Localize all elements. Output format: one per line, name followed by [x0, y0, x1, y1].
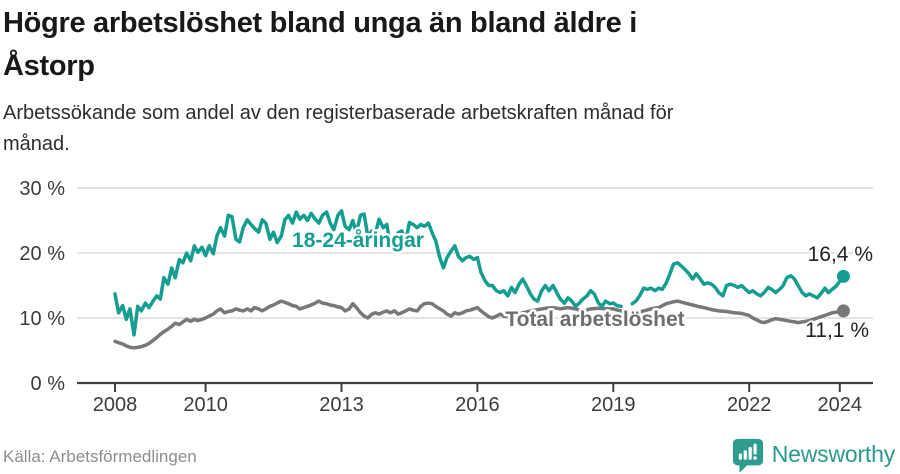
y-tick-label: 10 %: [19, 308, 65, 330]
youth-series-label: 18-24-åringar: [292, 229, 424, 252]
youth-end-value: 16,4 %: [808, 243, 873, 266]
x-tick-label: 2019: [591, 394, 636, 416]
y-tick-label: 0 %: [31, 373, 66, 395]
x-tick-label: 2024: [818, 394, 863, 416]
y-tick-label: 20 %: [19, 243, 65, 265]
total-unemployment-line-end-dot: [836, 304, 850, 318]
chart-subtitle-line-2: månad.: [3, 133, 70, 155]
total-series-label: Total arbetslöshet: [505, 308, 684, 331]
page-title-line-1: Högre arbetslöshet bland unga än bland ä…: [3, 7, 637, 39]
chart-subtitle: Arbetssökande som andel av den registerb…: [3, 98, 897, 160]
chart-subtitle-line-1: Arbetssökande som andel av den registerb…: [3, 102, 674, 124]
newsworthy-icon: [732, 438, 763, 472]
total-end-value: 11,1 %: [805, 319, 869, 342]
chart-header: Högre arbetslöshet bland unga än bland ä…: [3, 2, 897, 160]
youth-unemployment-line: [113, 209, 846, 337]
x-tick-label: 2013: [319, 394, 364, 416]
newsworthy-wordmark: Newsworthy: [771, 441, 895, 467]
total-unemployment-line: [113, 299, 846, 350]
x-tick-label: 2008: [93, 394, 138, 416]
page-title-line-2: Åstorp: [3, 50, 95, 82]
x-tick-label: 2010: [183, 394, 228, 416]
newsworthy-logo[interactable]: Newsworthy: [731, 437, 895, 472]
x-tick-label: 2016: [455, 394, 500, 416]
y-tick-label: 30 %: [19, 178, 65, 200]
source-text: Källa: Arbetsförmedlingen: [3, 447, 197, 466]
youth-unemployment-line-end-dot: [836, 269, 850, 283]
x-tick-label: 2022: [727, 394, 772, 416]
